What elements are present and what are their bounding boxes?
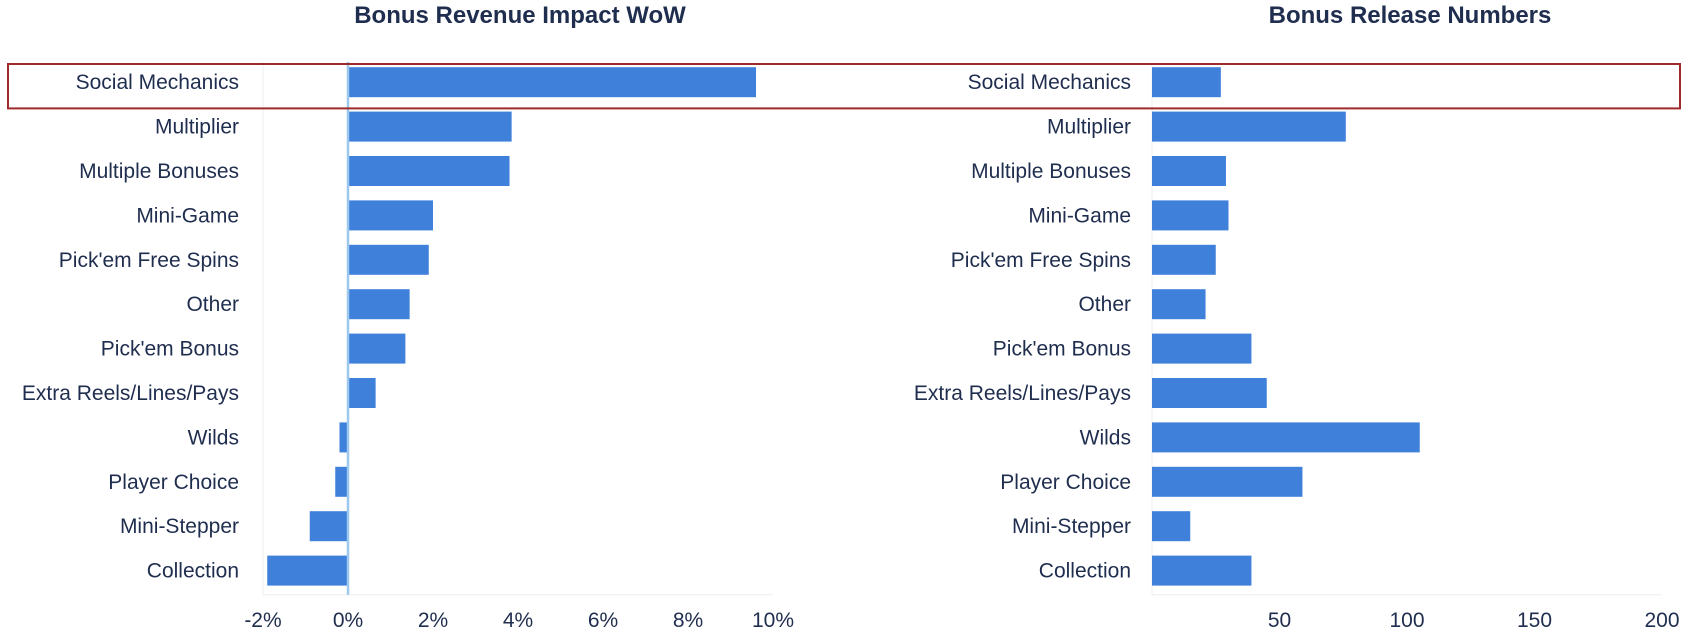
impact-x-tick-label: 6% (588, 609, 618, 632)
impact-x-tick-label: -2% (244, 609, 281, 632)
impact-bar-player-choice (335, 466, 348, 497)
highlight-box-social-mechanics (7, 63, 1681, 110)
impact-category-label-collection: Collection (147, 560, 239, 583)
release-bar-pick-em-free-spins (1152, 244, 1216, 275)
release-bar-multiplier (1152, 111, 1346, 142)
release-bar-multiple-bonuses (1152, 156, 1226, 186)
release-category-label-multiple-bonuses: Multiple Bonuses (971, 160, 1131, 183)
impact-bar-mini-game (348, 200, 433, 231)
release-category-label-collection: Collection (1039, 560, 1131, 583)
impact-x-tick-label: 4% (503, 609, 533, 632)
impact-category-label-other: Other (186, 293, 239, 316)
impact-bar-mini-stepper (309, 511, 348, 542)
impact-bar-pick-em-bonus (348, 333, 406, 364)
release-category-label-other: Other (1078, 293, 1131, 316)
impact-category-label-player-choice: Player Choice (108, 471, 239, 494)
release-category-label-social-mechanics: Social Mechanics (968, 71, 1131, 94)
release-bar-player-choice (1152, 466, 1303, 497)
impact-x-tick-label: 8% (673, 609, 703, 632)
impact-category-label-multiplier: Multiplier (155, 116, 239, 139)
release-x-tick-label: 200 (1644, 609, 1679, 632)
impact-x-tick-label: 0% (333, 609, 363, 632)
release-bar-collection (1152, 555, 1252, 586)
release-x-tick-label: 100 (1389, 609, 1424, 632)
impact-bar-multiple-bonuses (348, 156, 510, 186)
release-bar-extra-reels-lines-pays (1152, 378, 1267, 408)
release-category-label-extra-reels-lines-pays: Extra Reels/Lines/Pays (914, 382, 1131, 405)
release-bar-social-mechanics (1152, 67, 1221, 98)
impact-bar-collection (267, 555, 348, 586)
release-bar-mini-stepper (1152, 511, 1191, 542)
release-category-label-player-choice: Player Choice (1000, 471, 1131, 494)
impact-category-label-pick-em-free-spins: Pick'em Free Spins (59, 249, 239, 272)
release-bar-wilds (1152, 422, 1420, 453)
release-numbers-chart: Social Mechanics Multiplier Multiple Bonus… (914, 62, 1680, 632)
impact-x-tick-label: 2% (418, 609, 448, 632)
impact-bar-wilds (339, 422, 348, 453)
release-bar-pick-em-bonus (1152, 333, 1252, 364)
impact-bar-pick-em-free-spins (348, 244, 429, 275)
release-category-label-mini-game: Mini-Game (1028, 204, 1131, 227)
release-x-tick-label: 150 (1517, 609, 1552, 632)
release-bar-mini-game (1152, 200, 1229, 231)
impact-category-label-social-mechanics: Social Mechanics (76, 71, 239, 94)
impact-bar-extra-reels-lines-pays (348, 378, 376, 408)
release-category-label-wilds: Wilds (1080, 426, 1131, 449)
release-x-tick-label: 50 (1268, 609, 1291, 632)
impact-category-label-extra-reels-lines-pays: Extra Reels/Lines/Pays (22, 382, 239, 405)
impact-category-label-mini-stepper: Mini-Stepper (120, 515, 239, 538)
release-category-label-multiplier: Multiplier (1047, 116, 1131, 139)
release-category-label-mini-stepper: Mini-Stepper (1012, 515, 1131, 538)
impact-category-label-multiple-bonuses: Multiple Bonuses (79, 160, 239, 183)
release-category-label-pick-em-free-spins: Pick'em Free Spins (951, 249, 1131, 272)
impact-category-label-wilds: Wilds (188, 426, 239, 449)
chart-title-revenue-impact: Bonus Revenue Impact WoW (354, 2, 686, 29)
release-category-label-pick-em-bonus: Pick'em Bonus (993, 338, 1131, 361)
revenue-impact-chart: Social Mechanics Multiplier Multiple Bonus… (22, 62, 794, 632)
impact-category-label-mini-game: Mini-Game (136, 204, 239, 227)
impact-x-tick-label: 10% (752, 609, 794, 632)
release-bar-other (1152, 289, 1206, 320)
impact-bar-multiplier (348, 111, 512, 142)
impact-bar-social-mechanics (348, 67, 756, 98)
impact-bar-other (348, 289, 410, 320)
impact-category-label-pick-em-bonus: Pick'em Bonus (101, 338, 239, 361)
chart-title-release-numbers: Bonus Release Numbers (1268, 2, 1552, 29)
